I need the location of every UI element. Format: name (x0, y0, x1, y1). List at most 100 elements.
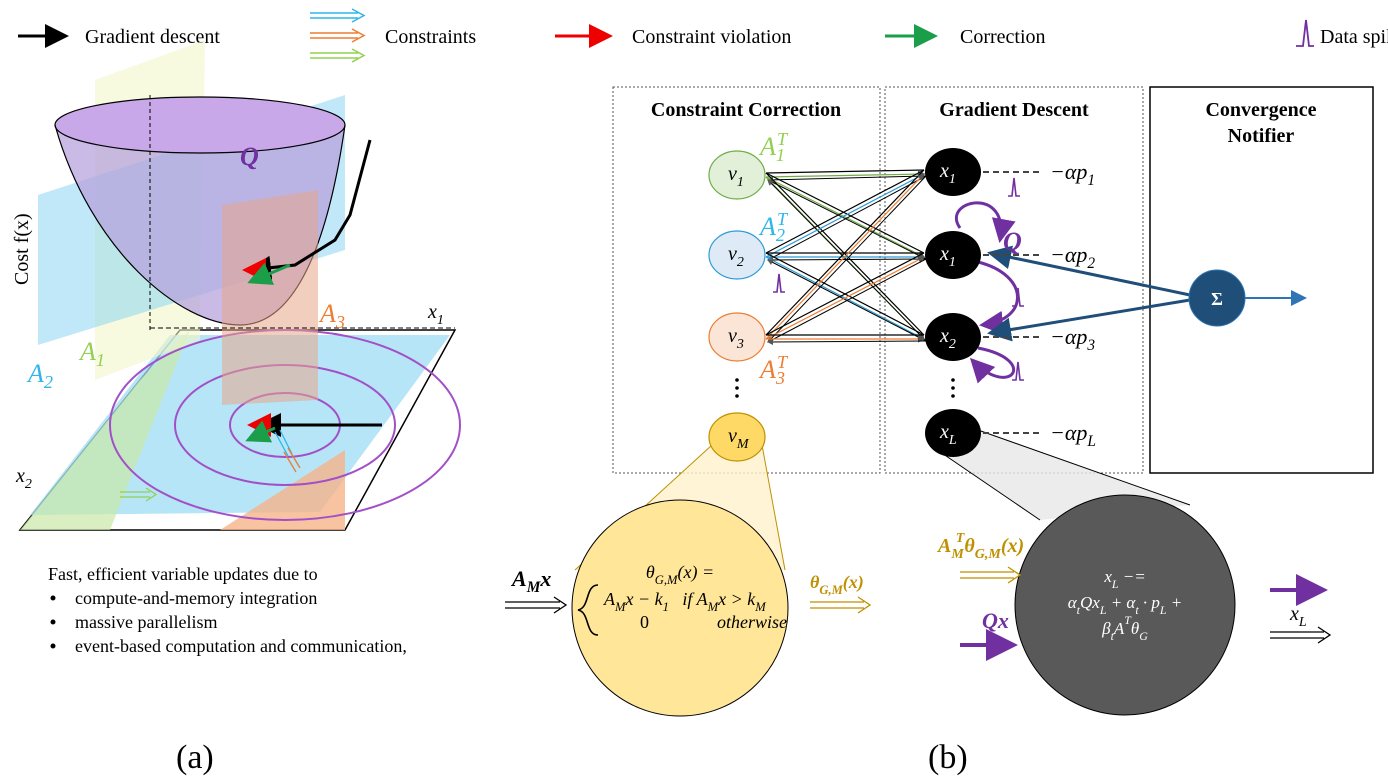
math-sub: 2 (949, 337, 956, 352)
transpose-label: A3T (758, 352, 789, 388)
variable-node-label: x1 (939, 160, 956, 187)
math-text: + α (1106, 593, 1136, 612)
edge (765, 169, 925, 336)
math-sup: T (777, 209, 789, 229)
math-sup: T (1124, 613, 1132, 627)
math-sub: M (754, 600, 767, 614)
transpose-label: A2T (758, 209, 789, 245)
math-sup: T (777, 352, 789, 372)
math-text: θ (964, 535, 975, 557)
math-text: x (539, 566, 551, 591)
math-text: v (728, 243, 737, 265)
math-text: −αp (1050, 324, 1087, 349)
edge (765, 176, 926, 258)
math-sub: G,M (975, 547, 1002, 562)
detail-line: otherwise (717, 612, 787, 632)
math-sub: 2 (776, 225, 785, 245)
legend: Gradient descent Constraints Constraint … (18, 8, 1388, 63)
math-sub: 3 (1086, 337, 1095, 354)
cost-label: −αp1 (1050, 159, 1095, 189)
math-sub: 1 (949, 172, 956, 187)
math-text: x − k (625, 589, 664, 609)
math-sub: 2 (737, 255, 744, 270)
math-sub: 1 (437, 313, 444, 328)
math-sub: 2 (25, 477, 32, 492)
edge (767, 179, 927, 342)
edge (765, 170, 926, 178)
math-text: A (603, 589, 616, 609)
transpose-label: A1T (758, 129, 789, 165)
variable-node-label: xL (939, 421, 957, 448)
self-loop-label: Q (1003, 227, 1022, 256)
constraint-node-label: vM (728, 425, 750, 452)
cost-label: −αp3 (1050, 324, 1095, 354)
math-sub: t (1135, 603, 1139, 617)
math-text: (x) (1001, 535, 1024, 557)
math-text: A (318, 299, 336, 328)
constraint-node (708, 412, 766, 462)
edge (767, 175, 927, 343)
math-sub: 1 (663, 600, 669, 614)
math-sub: M (707, 600, 720, 614)
math-sub: 1 (1087, 172, 1095, 189)
variable-node (925, 148, 981, 196)
brace (577, 584, 599, 636)
bullet-text: event-based computation and communicatio… (75, 636, 407, 656)
edges (765, 169, 927, 345)
bullet-text: massive parallelism (75, 612, 217, 632)
math-text: v (728, 425, 737, 447)
math-sub: G,M (655, 573, 679, 587)
variable-node (925, 313, 981, 361)
detail-input: AMx (510, 566, 551, 596)
math-sub: t (1111, 629, 1115, 643)
constraint-label: A2 (26, 359, 53, 392)
boxes: Constraint Correction Gradient Descent C… (612, 86, 1374, 474)
math-sub: L (948, 433, 957, 448)
math-sub: 1 (737, 175, 744, 190)
edge (765, 252, 925, 336)
math-sub: 2 (1087, 255, 1095, 272)
box-title: Constraint Correction (651, 99, 841, 121)
constraint-node (708, 312, 766, 362)
math-text: x (427, 301, 437, 323)
legend-label: Constraint violation (632, 26, 791, 48)
math-text: A (758, 132, 776, 161)
math-sub: 3 (775, 368, 785, 388)
detail-input: AMTθG,M(x) (936, 531, 1024, 562)
edge (765, 172, 925, 254)
math-text: −= (1118, 567, 1145, 586)
math-text: v (728, 325, 737, 347)
variable-node-label: x1 (939, 243, 956, 270)
math-text: A (78, 337, 96, 366)
math-text: −αp (1050, 159, 1087, 184)
math-sub: G,M (819, 583, 843, 597)
panel-tag: (b) (928, 739, 968, 776)
math-text: (x) (843, 572, 864, 593)
edge (765, 169, 925, 254)
math-text: + (1167, 593, 1183, 612)
math-sub: M (614, 600, 627, 614)
math-text: A (1113, 619, 1125, 638)
cost-label: −αp2 (1050, 242, 1095, 272)
axis-label: x2 (15, 465, 32, 492)
zoom-edge (929, 429, 1191, 521)
math-sub: 3 (335, 312, 345, 332)
detail-line: θG,M(x) = (646, 562, 714, 587)
math-text: Qx (982, 608, 1009, 633)
constraint-node-label: v1 (728, 163, 744, 190)
edge (765, 256, 926, 340)
math-text: A (936, 535, 951, 557)
math-text: A (758, 355, 776, 384)
caption-text: Fast, efficient variable updates due to (48, 564, 318, 584)
legend-label: Data spike event (1320, 26, 1388, 48)
math-text: −αp (1050, 420, 1087, 445)
math-sub: 1 (949, 255, 956, 270)
math-sub: M (950, 547, 964, 562)
math-sub: L (1159, 603, 1167, 617)
sum-label: Σ (1211, 289, 1223, 309)
math-text: α (1068, 593, 1078, 612)
box-title: Notifier (1228, 125, 1295, 147)
surface-label: Q (240, 142, 259, 171)
